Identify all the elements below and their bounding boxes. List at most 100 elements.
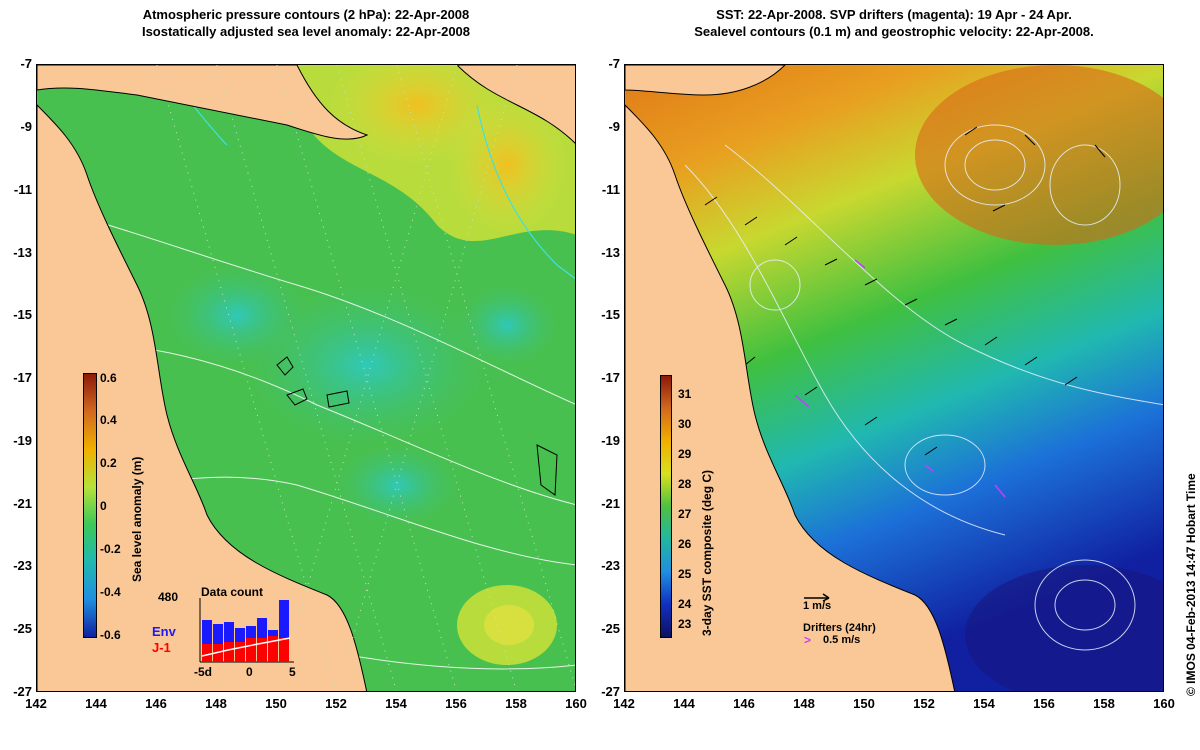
- y-tick-label: -9: [20, 119, 32, 134]
- drifters-legend-label: Drifters (24hr): [803, 622, 876, 634]
- y-tick-label: -27: [13, 684, 32, 699]
- data-count-title: Data count: [201, 585, 264, 599]
- colorbar-tick: 23: [678, 617, 692, 631]
- y-tick-label: -21: [13, 496, 32, 511]
- sst-map-svg: [625, 65, 1163, 691]
- y-tick-label: -17: [13, 370, 32, 385]
- x-tick-label: 160: [565, 696, 587, 711]
- y-tick-label: -13: [601, 245, 620, 260]
- land-islands-east: [456, 65, 575, 144]
- left-title-line2: Isostatically adjusted sea level anomaly…: [141, 24, 471, 39]
- left-panel-title: Atmospheric pressure contours (2 hPa): 2…: [36, 6, 576, 40]
- colorbar-tick: 30: [678, 417, 692, 431]
- velocity-scale-label: 1 m/s: [803, 600, 832, 612]
- x-tick-label: 146: [145, 696, 167, 711]
- left-title-line1: Atmospheric pressure contours (2 hPa): 2…: [142, 7, 470, 22]
- drifter-speed-label: 0.5 m/s: [823, 634, 861, 646]
- low-anomaly-3: [457, 285, 557, 365]
- colorbar-tick: -0.6: [100, 628, 121, 642]
- right-panel-title: SST: 22-Apr-2008. SVP drifters (magenta)…: [624, 6, 1164, 40]
- sst-colorbar: [660, 375, 672, 638]
- colorbar-tick: 26: [678, 537, 692, 551]
- x-tick-label: 154: [973, 696, 995, 711]
- y-tick-label: -11: [13, 182, 32, 197]
- colorbar-tick: -0.4: [100, 585, 121, 599]
- y-tick-label: -7: [20, 56, 32, 71]
- colorbar-tick: 0.6: [100, 371, 117, 385]
- reef-outlines: [276, 356, 558, 496]
- data-count-x-tick: 0: [246, 665, 253, 679]
- y-tick-label: -19: [13, 433, 32, 448]
- y-tick-label: -21: [601, 496, 620, 511]
- x-tick-label: 142: [613, 696, 635, 711]
- colorbar-tick: 0.4: [100, 413, 117, 427]
- x-tick-label: 160: [1153, 696, 1175, 711]
- low-anomaly-2: [247, 285, 487, 445]
- x-tick-label: 154: [385, 696, 407, 711]
- y-tick-label: -11: [601, 182, 620, 197]
- x-tick-label: 144: [85, 696, 107, 711]
- x-tick-label: 156: [445, 696, 467, 711]
- y-tick-label: -9: [608, 119, 620, 134]
- x-tick-label: 158: [505, 696, 527, 711]
- sea-level-colorbar: [83, 373, 97, 638]
- y-tick-label: -19: [601, 433, 620, 448]
- colorbar-tick: 28: [678, 477, 692, 491]
- sst-map[interactable]: [624, 64, 1164, 692]
- sea-level-map-svg: [37, 65, 575, 691]
- y-tick-label: -13: [13, 245, 32, 260]
- sst-colorbar-label: 3-day SST composite (deg C): [700, 469, 714, 636]
- colorbar-tick: -0.2: [100, 542, 121, 556]
- y-tick-label: -15: [13, 307, 32, 322]
- y-tick-label: -7: [608, 56, 620, 71]
- data-count-x-tick: 5: [289, 665, 296, 679]
- copyright-label: © IMOS 04-Feb-2013 14:47 Hobart Time: [1184, 473, 1198, 696]
- x-tick-label: 156: [1033, 696, 1055, 711]
- velocity-arrow-icon: [804, 593, 830, 602]
- high-anomaly-south-core: [484, 605, 534, 645]
- x-tick-label: 148: [205, 696, 227, 711]
- svp-drifter-tracks: [794, 259, 1006, 498]
- y-tick-label: -23: [601, 558, 620, 573]
- colorbar-tick: 29: [678, 447, 692, 461]
- data-count-x-tick: -5d: [194, 665, 212, 679]
- sea-level-map[interactable]: [36, 64, 576, 692]
- x-tick-label: 152: [325, 696, 347, 711]
- data-count-histogram: [199, 598, 294, 663]
- env-label: Env: [152, 624, 176, 639]
- right-title-line1: SST: 22-Apr-2008. SVP drifters (magenta)…: [716, 7, 1072, 22]
- x-tick-label: 146: [733, 696, 755, 711]
- x-tick-label: 150: [853, 696, 875, 711]
- x-tick-label: 144: [673, 696, 695, 711]
- y-tick-label: -17: [601, 370, 620, 385]
- sea-level-contours: [684, 124, 1163, 651]
- j1-label: J-1: [152, 640, 171, 655]
- low-anomaly-4: [337, 445, 457, 525]
- land-new-guinea: [37, 65, 369, 140]
- land-australia: [625, 104, 956, 691]
- warm-pool: [915, 65, 1163, 245]
- y-tick-label: -25: [13, 621, 32, 636]
- drifter-symbol-icon: >: [804, 633, 812, 647]
- x-tick-label: 158: [1093, 696, 1115, 711]
- x-tick-label: 150: [265, 696, 287, 711]
- x-tick-label: 148: [793, 696, 815, 711]
- y-tick-label: -25: [601, 621, 620, 636]
- geostrophic-velocity-arrows: [704, 126, 1106, 456]
- land-new-guinea: [625, 65, 786, 96]
- colorbar-tick: 0.2: [100, 456, 117, 470]
- y-tick-label: -15: [601, 307, 620, 322]
- x-tick-label: 152: [913, 696, 935, 711]
- sea-level-colorbar-label: Sea level anomaly (m): [130, 456, 144, 582]
- x-tick-label: 142: [25, 696, 47, 711]
- colorbar-tick: 31: [678, 387, 692, 401]
- land-australia: [37, 104, 368, 691]
- data-count-max: 480: [158, 590, 179, 604]
- colorbar-tick: 27: [678, 507, 692, 521]
- right-title-line2: Sealevel contours (0.1 m) and geostrophi…: [694, 24, 1094, 39]
- y-tick-label: -23: [13, 558, 32, 573]
- y-tick-label: -27: [601, 684, 620, 699]
- colorbar-tick: 0: [100, 499, 107, 513]
- colorbar-tick: 24: [678, 597, 692, 611]
- high-anomaly-core-2: [447, 95, 567, 235]
